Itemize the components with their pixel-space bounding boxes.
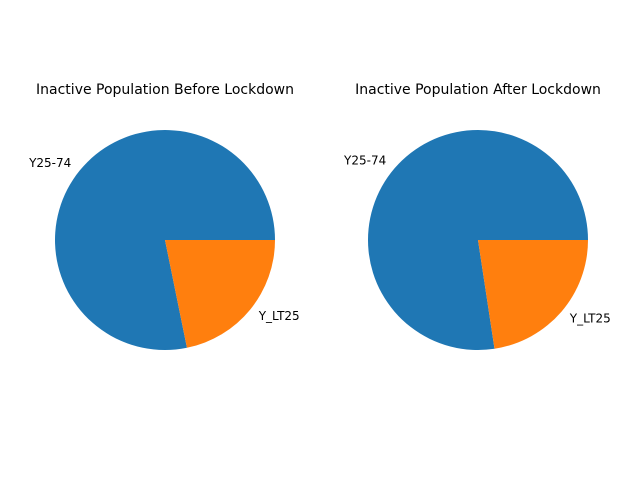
pie-slice-y-lt25: [478, 240, 588, 349]
pie-slice-y-lt25: [165, 240, 275, 348]
pie-labels-after: Y25-74 Y_LT25: [343, 154, 611, 326]
pie-label-y-lt25: Y_LT25: [569, 311, 611, 325]
pie-slices-before: [55, 129, 276, 350]
chart-title-after: Inactive Population After Lockdown: [355, 82, 601, 98]
pie-labels-before: Y25-74 Y_LT25: [28, 156, 300, 323]
pie-label-y25-74: Y25-74: [28, 156, 71, 170]
pie-chart-before-lockdown: Inactive Population Before Lockdown Y25-…: [28, 82, 300, 350]
pie-label-y25-74: Y25-74: [343, 154, 386, 168]
pie-label-y-lt25: Y_LT25: [258, 309, 300, 323]
pie-slice-y25-74: [55, 129, 276, 350]
pie-slices-after: [367, 129, 589, 350]
chart-title-before: Inactive Population Before Lockdown: [36, 82, 294, 98]
pie-slice-y25-74: [367, 129, 589, 350]
pie-chart-after-lockdown: Inactive Population After Lockdown Y25-7…: [343, 82, 611, 350]
